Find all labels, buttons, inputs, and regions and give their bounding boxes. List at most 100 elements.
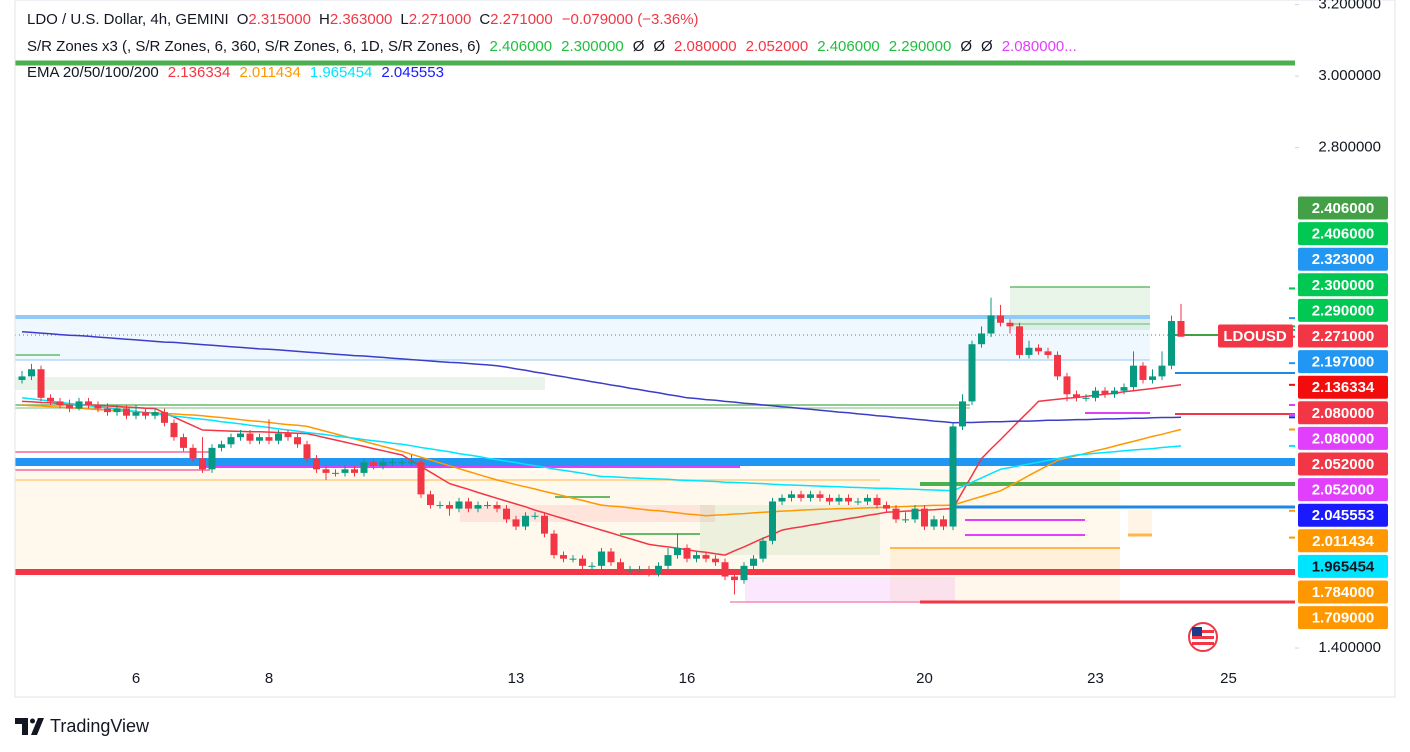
flag-stripe [1192,642,1214,645]
candle-body [142,412,149,416]
candle-body [807,494,814,498]
logo-dot [30,718,35,724]
candle-body [199,458,206,470]
candle-body [1149,376,1156,380]
price-label-box [1298,529,1388,553]
candle-body [560,555,567,559]
sr-value: 2.406000 [489,37,553,55]
zone [700,505,880,555]
x-tick-label: 16 [679,670,696,687]
price-label: 2.045553 [1312,507,1375,524]
candle-body [1177,320,1185,337]
price-label-box [1298,478,1388,502]
candle-body [797,494,805,498]
price-label: 2.290000 [1312,302,1375,319]
candle-body [56,401,64,405]
candle-body [1092,390,1099,398]
candle-body [28,369,35,377]
sr-value: Ø [632,37,645,55]
price-label: 2.323000 [1312,251,1375,268]
candle-body [294,437,301,445]
candle-body [702,555,710,559]
candle-body [693,555,700,559]
candle-body [816,494,824,498]
x-tick-label: 6 [132,670,140,687]
candle-body [161,412,168,423]
price-label-box [1298,554,1388,578]
candle-body [360,462,368,473]
y-tick-label: 3.000000 [1318,67,1381,84]
candle-body [569,558,577,560]
candle-body [1082,397,1090,399]
legend-row: EMA 20/50/100/200 2.136334 2.011434 1.96545… [27,60,1077,87]
zone [745,577,955,603]
candle-body [655,565,662,573]
price-label-box [1298,426,1388,450]
candle-body [987,315,995,334]
candle-body [978,333,985,345]
candle-body [835,497,843,502]
candle-body [18,376,26,380]
candle-body [408,462,415,464]
plot-border [14,0,1396,698]
candle-body [845,497,852,502]
candle-body [864,497,871,502]
price-label-box [1298,401,1388,425]
candle-body [436,505,444,507]
sr-value: 2.080000 [674,37,737,55]
candle-body [759,540,767,559]
candle-body [911,508,919,520]
candle-body [66,404,73,409]
candle-body [750,558,757,566]
price-label: 2.052000 [1312,456,1375,473]
ema-line [21,330,1182,424]
y-tick-label: 2.800000 [1318,139,1381,156]
candle-body [541,515,548,534]
candle-body [446,505,453,509]
candle-body [1006,322,1014,327]
y-tick-label: 1.400000 [1318,639,1381,656]
candle-body [218,444,225,448]
candle-body [389,462,396,464]
candle-body [189,447,197,459]
price-label: 2.011434 [1312,533,1374,550]
candle-body [246,433,254,441]
flag-canton [1192,627,1202,636]
candle-body [968,344,976,402]
candle-body [332,472,339,474]
candle-body [1063,376,1071,395]
candle-body [778,497,786,502]
ema-value: 2.045553 [381,64,444,81]
x-tick-label: 8 [265,670,273,687]
candle-body [398,462,406,464]
candle-body [617,562,624,570]
sr-value: 2.080000... [1001,37,1077,55]
candle-body [712,558,719,563]
candle-body [85,401,92,405]
ohlc-value: 2.271000 [408,11,472,28]
sr-value: 2.290000 [888,37,952,55]
ohlc-key: C [479,11,491,28]
price-label-box [1298,273,1388,297]
candle-body [854,501,862,503]
sr-value: 2.406000 [817,37,880,55]
candle-body [940,519,947,527]
zone [1128,510,1152,535]
candle-body [769,501,776,541]
candle-body [873,497,881,506]
candle-body [455,501,463,509]
price-label: 1.784000 [1312,584,1375,601]
candle-body [1035,347,1042,352]
candle-body [512,519,520,527]
x-tick-label: 25 [1220,670,1237,687]
candle-body [674,547,681,556]
candle-body [465,501,472,509]
candle-body [322,469,330,473]
price-label: 2.197000 [1312,354,1375,371]
ema-line [21,384,1182,556]
ohlc-value: 2.271000 [490,11,553,28]
ema-line [21,397,1182,492]
candle-body [123,408,130,416]
candle-body [113,408,121,413]
ema-value: 2.011434 [239,64,301,81]
